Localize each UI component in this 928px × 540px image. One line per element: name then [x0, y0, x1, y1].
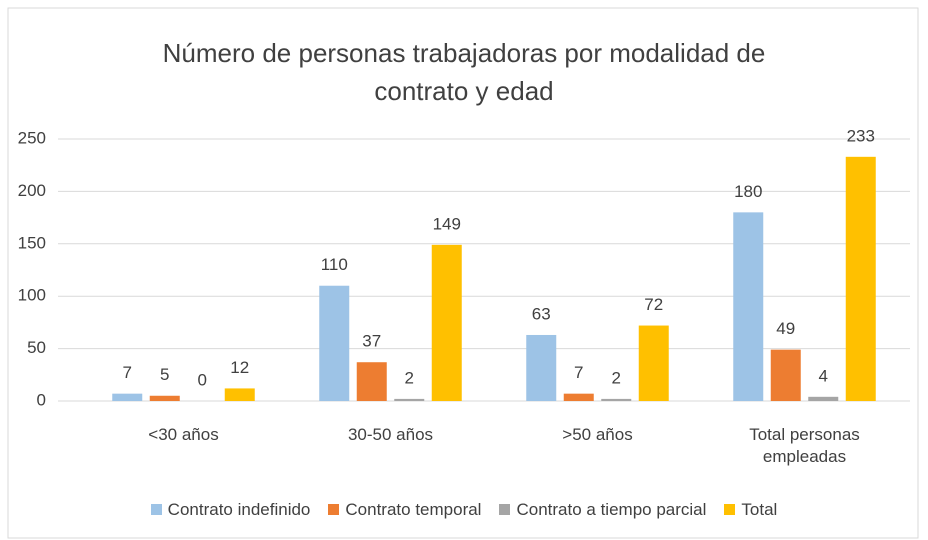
x-tick-label: >50 años [562, 425, 633, 444]
bar [601, 398, 632, 401]
legend-swatch [328, 504, 340, 515]
legend-label: Contrato a tiempo parcial [516, 500, 707, 519]
y-tick-label: 200 [18, 181, 46, 200]
bar [733, 212, 764, 401]
value-label: 0 [198, 370, 207, 389]
value-label: 49 [776, 319, 795, 338]
legend-label: Total [741, 500, 778, 519]
bar [563, 393, 594, 401]
legend-label: Contrato indefinido [167, 500, 311, 519]
legend-item: Total [724, 500, 777, 520]
value-label: 5 [160, 365, 169, 384]
value-label: 2 [405, 368, 414, 387]
legend-swatch [499, 504, 511, 515]
y-tick-label: 250 [18, 128, 46, 147]
x-tick-label: 30-50 años [347, 425, 434, 444]
legend: Contrato indefinido Contrato temporal Cont… [0, 500, 928, 520]
value-label: 149 [433, 214, 461, 233]
value-label: 63 [532, 304, 551, 323]
x-tick-label: Total personas empleadas [749, 425, 860, 466]
value-label: 4 [819, 366, 828, 385]
bar [845, 156, 876, 401]
legend-item: Contrato a tiempo parcial [499, 500, 706, 520]
chart-border [7, 7, 919, 539]
legend-item: Contrato indefinido [150, 500, 311, 520]
value-label: 72 [644, 295, 663, 314]
bar [526, 334, 557, 401]
x-tick-label: <30 años [148, 425, 219, 444]
bar [808, 396, 839, 401]
bar [394, 398, 425, 401]
bar [224, 388, 255, 401]
y-tick-label: 0 [37, 390, 46, 409]
value-label: 7 [123, 363, 132, 382]
legend-swatch [724, 504, 736, 515]
legend-swatch [150, 504, 162, 515]
y-tick-label: 50 [27, 338, 46, 357]
bar [770, 349, 801, 401]
bar [149, 395, 180, 401]
bar [112, 393, 143, 401]
bar [356, 362, 387, 401]
chart-title: Número de personas trabajadoras por moda… [162, 38, 766, 106]
value-label: 37 [362, 332, 381, 351]
y-tick-label: 100 [18, 286, 46, 305]
bar [638, 325, 669, 401]
bar [431, 244, 462, 401]
value-label: 233 [847, 126, 875, 145]
legend-label: Contrato temporal [345, 500, 482, 519]
value-label: 180 [734, 182, 762, 201]
bar [319, 285, 350, 401]
value-label: 2 [612, 368, 621, 387]
value-label: 12 [230, 358, 249, 377]
y-tick-label: 150 [18, 233, 46, 252]
value-label: 110 [321, 255, 348, 274]
legend-item: Contrato temporal [328, 500, 481, 520]
value-label: 7 [574, 363, 583, 382]
